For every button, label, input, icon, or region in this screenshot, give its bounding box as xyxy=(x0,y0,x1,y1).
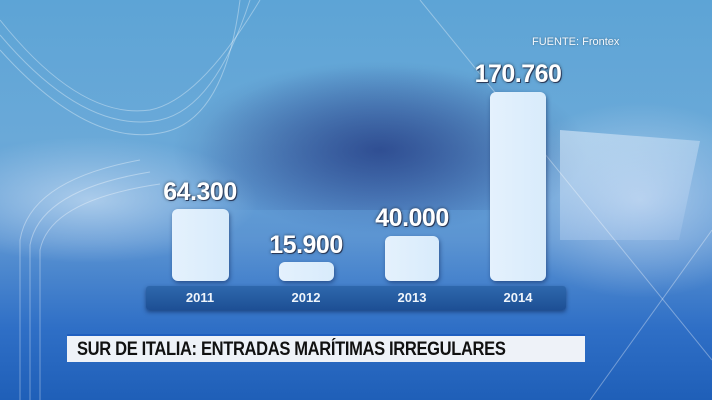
background-boat xyxy=(560,130,700,240)
data-label-2014: 170.760 xyxy=(474,60,562,88)
data-label-2011: 64.300 xyxy=(163,178,237,206)
x-tick-2012: 2012 xyxy=(291,290,321,305)
data-label-2013: 40.000 xyxy=(375,204,449,232)
source-label: FUENTE: Frontex xyxy=(532,36,620,48)
bar-2012 xyxy=(279,262,334,281)
x-axis-band: 2011 2012 2013 2014 xyxy=(146,286,566,310)
data-label-2012: 15.900 xyxy=(269,231,343,259)
chart-title: SUR DE ITALIA: ENTRADAS MARÍTIMAS IRREGU… xyxy=(77,339,506,360)
bar-2013 xyxy=(385,236,439,281)
chart-title-band: SUR DE ITALIA: ENTRADAS MARÍTIMAS IRREGU… xyxy=(67,334,585,362)
x-tick-2011: 2011 xyxy=(185,290,215,305)
x-tick-2014: 2014 xyxy=(503,290,533,305)
bar-2011 xyxy=(172,209,229,281)
bar-2014 xyxy=(490,92,546,281)
x-tick-2013: 2013 xyxy=(397,290,427,305)
